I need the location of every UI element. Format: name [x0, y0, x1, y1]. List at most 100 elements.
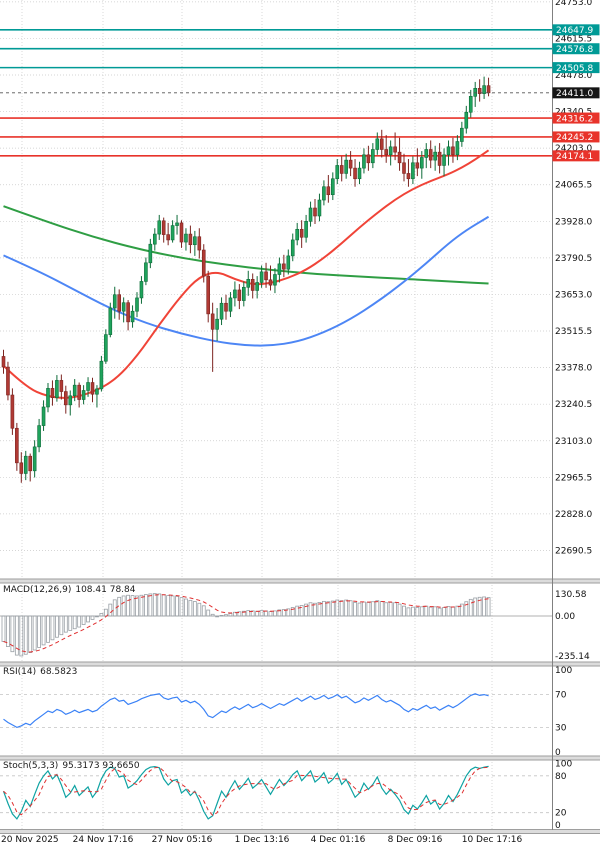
macd-histogram-bar	[259, 610, 264, 617]
macd-histogram-bar	[148, 593, 153, 617]
candle-body	[72, 384, 77, 397]
macd-histogram-bar	[366, 602, 371, 617]
macd-histogram-bar	[152, 593, 157, 617]
time-tick-label: 1 Dec 13:16	[235, 835, 290, 845]
rsi-axis-label: 0	[555, 748, 561, 758]
macd-histogram-bar	[81, 615, 86, 625]
candle-body	[19, 462, 24, 474]
candle-body	[455, 141, 460, 156]
candle-body	[411, 162, 415, 180]
macd-histogram-bar	[442, 607, 446, 617]
ma-slow-line	[3, 215, 490, 347]
macd-histogram-bar	[317, 602, 322, 617]
macd-histogram-bar	[90, 615, 95, 620]
candle-body	[464, 111, 469, 129]
rsi-name: RSI(14)	[3, 667, 37, 677]
price-axis[interactable]: 24753.024615.524478.024340.524203.024065…	[552, 0, 600, 831]
price-tick-label: 23928.0	[555, 217, 592, 227]
candle-body	[188, 233, 193, 246]
macd-histogram-bar	[170, 595, 175, 617]
macd-histogram-bar	[19, 615, 24, 657]
macd-histogram-bar	[255, 610, 260, 617]
candle-body	[273, 274, 277, 286]
macd-histogram-bar	[286, 608, 291, 617]
stoch-indicator-label: Stoch(5,3,3) 95.3173 93.6650	[3, 761, 140, 771]
macd-histogram-bar	[99, 613, 104, 617]
macd-histogram-bar	[175, 596, 179, 617]
macd-histogram-bar	[281, 609, 286, 617]
candle-body	[468, 95, 473, 113]
macd-histogram-bar	[313, 602, 317, 617]
time-tick-label: 20 Nov 2025	[1, 835, 59, 845]
macd-histogram-bar	[321, 600, 326, 617]
macd-histogram-bar	[304, 603, 309, 617]
macd-histogram-bar	[264, 610, 268, 617]
price-tick-label: 24203.0	[555, 144, 592, 154]
macd-histogram-bar	[446, 606, 451, 617]
candle-body	[486, 85, 491, 94]
macd-histogram-bar	[68, 615, 73, 631]
macd-histogram-bar	[32, 615, 37, 651]
candle-body	[126, 302, 130, 323]
macd-histogram-bar	[192, 601, 197, 617]
macd-histogram-bar	[184, 598, 188, 617]
macd-histogram-bar	[224, 614, 228, 617]
macd-histogram-bar	[135, 595, 139, 617]
moving-averages	[2, 149, 490, 399]
candle-body	[446, 146, 451, 156]
candle-body	[259, 271, 264, 283]
candle-body	[299, 228, 304, 238]
price-tick-label: 23378.0	[555, 364, 592, 374]
macd-histogram-bar	[23, 615, 28, 655]
candle-body	[322, 186, 326, 201]
resistance-price-badge-bg	[552, 62, 600, 74]
macd-histogram-bar	[397, 603, 402, 617]
candle-body	[366, 154, 371, 164]
candle-body	[95, 388, 99, 395]
candle-body	[371, 149, 375, 164]
candle-body	[144, 262, 148, 282]
macd-histogram-bar	[228, 613, 233, 617]
candle-body	[419, 157, 424, 169]
candle-body	[268, 279, 273, 286]
candle-body	[344, 159, 348, 174]
price-tick-label: 24753.0	[555, 0, 592, 8]
macd-histogram-bar	[86, 615, 90, 623]
candle-body	[135, 297, 139, 312]
candle-body	[32, 446, 37, 472]
macd-histogram-bar	[451, 606, 455, 617]
macd-histogram-bar	[50, 615, 55, 641]
candle-body	[37, 425, 41, 448]
macd-histogram-bar	[384, 602, 389, 617]
time-axis[interactable]: 20 Nov 2025 24 Nov 17:16 27 Nov 05:16 1 Dec…	[1, 835, 523, 845]
macd-histogram-bar	[468, 598, 473, 617]
stoch-axis-label: 80	[555, 772, 567, 782]
candle-body	[326, 186, 331, 196]
ma-fast-line	[2, 149, 490, 399]
macd-histogram-bar	[55, 615, 59, 638]
price-tick-label: 23103.0	[555, 437, 592, 447]
macd-histogram-bar	[357, 602, 362, 617]
macd-histogram-bar	[348, 600, 353, 617]
macd-histogram-bar	[326, 601, 331, 617]
candle-body	[357, 167, 362, 180]
rsi-panel	[0, 693, 552, 729]
candle-body	[473, 88, 478, 97]
current-price-badge: 24411.0	[552, 87, 600, 99]
candle-body	[228, 297, 233, 312]
candle-body	[10, 394, 15, 429]
macd-histogram-bar	[237, 611, 242, 617]
candle-body	[339, 165, 344, 174]
macd-histogram-bar	[108, 603, 113, 617]
macd-histogram-bar	[95, 615, 99, 618]
candle-body	[215, 318, 219, 330]
macd-histogram-bar	[393, 602, 398, 617]
candle-body	[397, 151, 402, 164]
stoch-values: 95.3173 93.6650	[62, 761, 140, 771]
macd-histogram-bar	[14, 615, 19, 656]
candle-body	[335, 165, 340, 180]
macd-histogram-bar	[335, 599, 340, 617]
macd-histogram-bar	[290, 607, 295, 617]
macd-histogram-bar	[179, 597, 184, 617]
